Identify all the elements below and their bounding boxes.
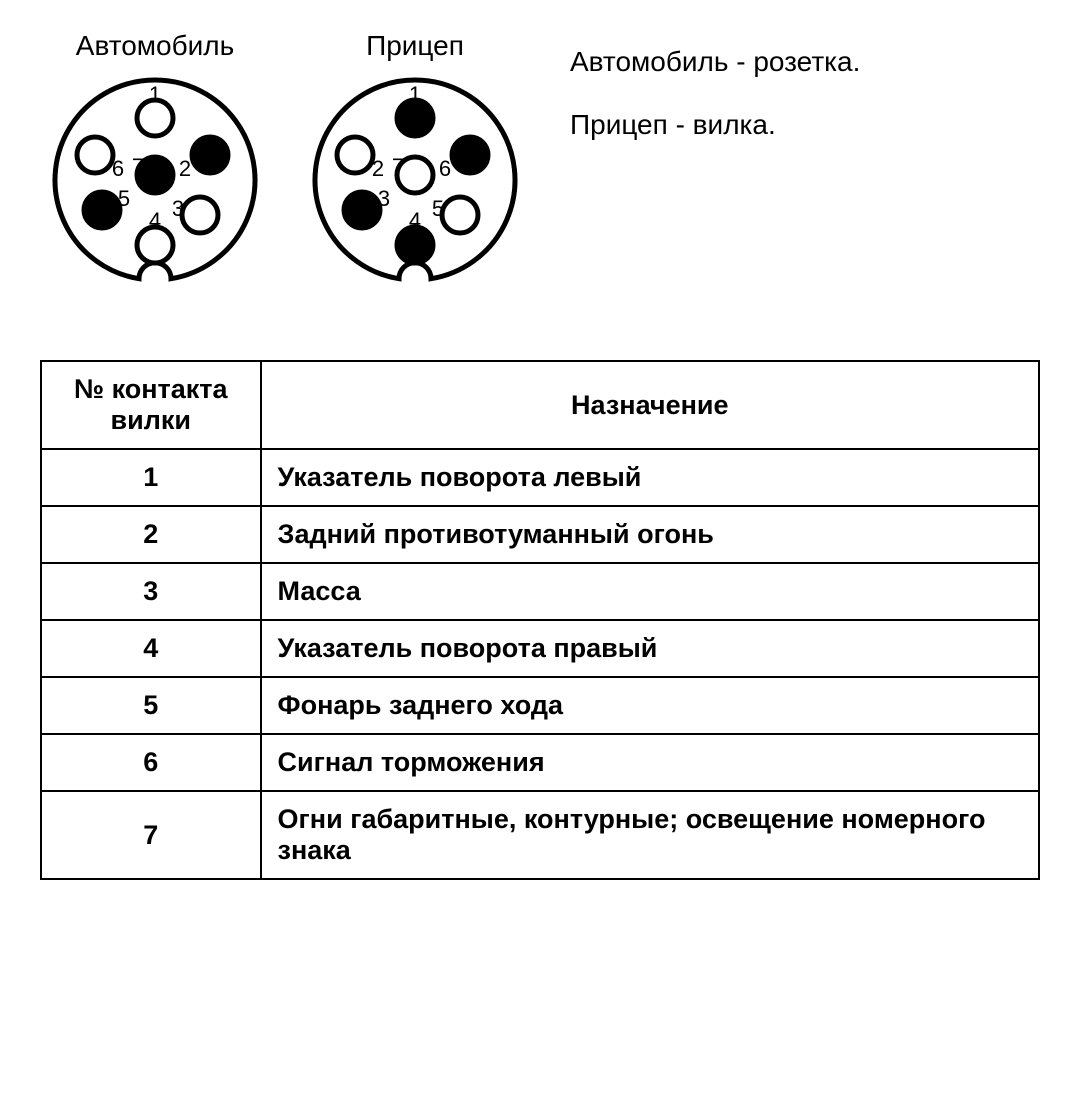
pin-label-1: 1: [409, 82, 421, 107]
row-num: 5: [41, 677, 261, 734]
trailer-connector-svg: 1 2 345 6 7: [300, 70, 530, 300]
pin-label-1: 1: [149, 82, 161, 107]
row-desc: Указатель поворота правый: [261, 620, 1039, 677]
row-num: 7: [41, 791, 261, 879]
pin-5: [84, 192, 120, 228]
table-row: 7Огни габаритные, контурные; освещение н…: [41, 791, 1039, 879]
header-desc: Назначение: [261, 361, 1039, 449]
top-section: Автомобиль 1234567 Прицеп 1234567 Автомо…: [40, 30, 1040, 300]
table-row: 4Указатель поворота правый: [41, 620, 1039, 677]
auto-title: Автомобиль: [76, 30, 234, 62]
table-row: 2Задний противотуманный огонь: [41, 506, 1039, 563]
pin-3: [344, 192, 380, 228]
pin-label-2: 2: [179, 156, 191, 181]
row-num: 2: [41, 506, 261, 563]
row-num: 3: [41, 563, 261, 620]
pin-table: № контакта вилки Назначение 1Указатель п…: [40, 360, 1040, 880]
header-num: № контакта вилки: [41, 361, 261, 449]
auto-connector-group: 1 2 345 67: [55, 80, 255, 279]
pin-label-2: 2: [372, 156, 384, 181]
pin-label-6: 6: [112, 156, 124, 181]
auto-connector-svg: 1 2 345 67: [40, 70, 270, 300]
pin-label-3: 3: [378, 186, 390, 211]
row-num: 4: [41, 620, 261, 677]
trailer-connector-group: 1 2 345 6 7: [315, 80, 515, 279]
trailer-diagram: Прицеп 1 2 345 6 7: [300, 30, 530, 300]
row-num: 1: [41, 449, 261, 506]
diagrams-container: Автомобиль 1234567 Прицеп 1234567: [40, 30, 530, 300]
pin-label-6: 6: [439, 156, 451, 181]
pin-2: [337, 137, 373, 173]
side-text: Автомобиль - розетка. Прицеп - вилка.: [570, 30, 860, 300]
pin-label-4: 4: [149, 208, 161, 233]
pin-6: [77, 137, 113, 173]
side-text-line2: Прицеп - вилка.: [570, 103, 860, 148]
pin-label-7: 7: [392, 154, 404, 179]
row-num: 6: [41, 734, 261, 791]
row-desc: Масса: [261, 563, 1039, 620]
side-text-line1: Автомобиль - розетка.: [570, 40, 860, 85]
table-row: 5Фонарь заднего хода: [41, 677, 1039, 734]
pin-label-5: 5: [118, 186, 130, 211]
table-row: 6Сигнал торможения: [41, 734, 1039, 791]
pin-6: [452, 137, 488, 173]
row-desc: Указатель поворота левый: [261, 449, 1039, 506]
pin-2: [192, 137, 228, 173]
row-desc: Фонарь заднего хода: [261, 677, 1039, 734]
pin-label-3: 3: [172, 196, 184, 221]
pin-label-5: 5: [432, 196, 444, 221]
auto-diagram: Автомобиль 1 2 345 67: [40, 30, 270, 300]
pin-5: [442, 197, 478, 233]
trailer-title: Прицеп: [366, 30, 464, 62]
pin-label-4: 4: [409, 208, 421, 233]
pin-label-7: 7: [132, 154, 144, 179]
row-desc: Сигнал торможения: [261, 734, 1039, 791]
table-row: 1Указатель поворота левый: [41, 449, 1039, 506]
table-header-row: № контакта вилки Назначение: [41, 361, 1039, 449]
row-desc: Задний противотуманный огонь: [261, 506, 1039, 563]
pin-3: [182, 197, 218, 233]
table-row: 3Масса: [41, 563, 1039, 620]
row-desc: Огни габаритные, контурные; освещение но…: [261, 791, 1039, 879]
